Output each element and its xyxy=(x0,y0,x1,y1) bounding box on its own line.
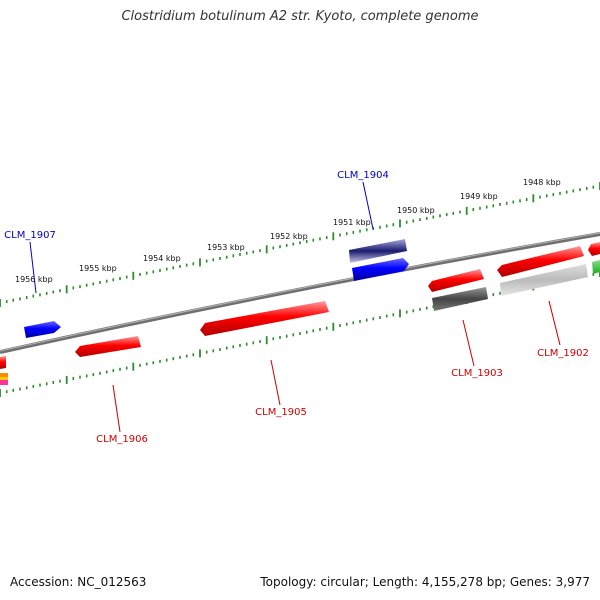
gene-edge-red-left[interactable] xyxy=(0,356,6,369)
gene-clm-1902-light[interactable] xyxy=(500,264,588,296)
scale-label-1950: 1950 kbp xyxy=(397,206,435,215)
gene-edge-green[interactable] xyxy=(592,260,600,274)
genome-title: Clostridium botulinum A2 str. Kyoto, com… xyxy=(121,9,479,24)
gene-edge-pink-left[interactable] xyxy=(0,380,8,385)
gene-clm-1907-blue[interactable] xyxy=(24,321,61,338)
scale-label-1949: 1949 kbp xyxy=(460,192,498,201)
gene-clm-1903-dark[interactable] xyxy=(432,287,488,311)
gene-label-clm-1904[interactable]: CLM_1904 xyxy=(337,170,389,181)
scale-label-1948: 1948 kbp xyxy=(523,178,561,187)
callout-clm-1906 xyxy=(112,384,121,433)
scale-label-1951: 1951 kbp xyxy=(333,218,371,227)
scale-label-1956: 1956 kbp xyxy=(15,275,53,284)
outer-scale-ticks xyxy=(0,182,600,307)
callout-clm-1905 xyxy=(270,359,281,406)
scale-label-1953: 1953 kbp xyxy=(207,243,245,252)
gene-edge-yellow-left[interactable] xyxy=(0,377,8,380)
accession-text: Accession: NC_012563 xyxy=(10,575,147,589)
gene-label-clm-1906[interactable]: CLM_1906 xyxy=(96,434,148,445)
reverse-features xyxy=(0,301,329,385)
genome-backbone xyxy=(0,232,600,354)
gene-navy-feature[interactable] xyxy=(349,239,407,263)
scale-labels: 1956 kbp 1955 kbp 1954 kbp 1953 kbp 1952… xyxy=(15,178,561,284)
scale-label-1952: 1952 kbp xyxy=(270,232,308,241)
callout-clm-1907 xyxy=(29,241,37,294)
callout-lines xyxy=(29,181,561,433)
gene-clm-1902-red[interactable] xyxy=(497,246,584,277)
gene-label-clm-1905[interactable]: CLM_1905 xyxy=(255,407,307,418)
gene-labels: CLM_1907 CLM_1904 CLM_1906 CLM_1905 CLM_… xyxy=(4,170,589,445)
scale-label-1954: 1954 kbp xyxy=(143,254,181,263)
scale-label-1955: 1955 kbp xyxy=(79,264,117,273)
genome-summary-text: Topology: circular; Length: 4,155,278 bp… xyxy=(260,575,590,589)
gene-label-clm-1907[interactable]: CLM_1907 xyxy=(4,230,56,241)
gene-clm-1906[interactable] xyxy=(75,336,141,357)
callout-clm-1904 xyxy=(362,181,374,230)
callout-clm-1903 xyxy=(462,319,475,367)
gene-label-clm-1903[interactable]: CLM_1903 xyxy=(451,368,503,379)
forward-features xyxy=(24,239,600,338)
callout-clm-1902 xyxy=(548,300,561,346)
gene-clm-1905[interactable] xyxy=(200,301,329,336)
gene-edge-orange-left[interactable] xyxy=(0,373,8,377)
gene-clm-1904-blue[interactable] xyxy=(352,258,409,281)
gene-clm-1903-red-top[interactable] xyxy=(428,269,484,292)
gene-edge-red[interactable] xyxy=(588,242,600,256)
gene-label-clm-1902[interactable]: CLM_1902 xyxy=(537,348,589,359)
